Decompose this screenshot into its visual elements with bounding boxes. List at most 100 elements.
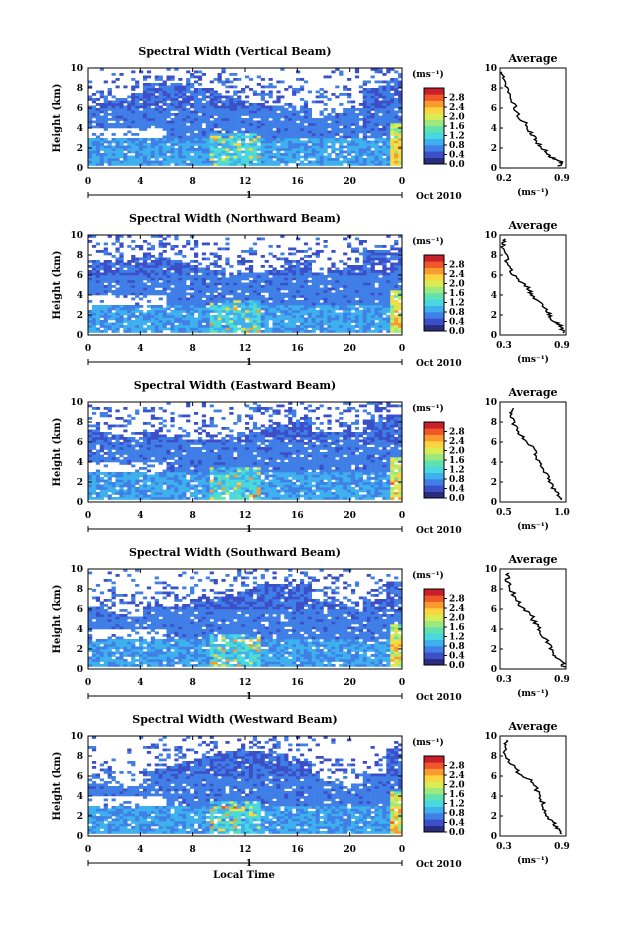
- heatmap-cell: [218, 265, 222, 268]
- heatmap-cell: [359, 153, 363, 156]
- heatmap-cell: [288, 106, 292, 109]
- heatmap-cell: [280, 293, 284, 296]
- heatmap-cell: [363, 106, 367, 109]
- heatmap-cell: [88, 116, 92, 119]
- heatmap-cell: [186, 310, 190, 313]
- heatmap-cell: [225, 258, 229, 261]
- colorbar-unit: (ms⁻¹): [412, 69, 444, 80]
- heatmap-cell: [339, 146, 343, 149]
- heatmap-cell: [245, 318, 249, 321]
- heatmap-cell: [127, 475, 131, 478]
- heatmap-cell: [92, 325, 96, 328]
- heatmap-cell: [151, 452, 155, 455]
- heatmap-cell: [378, 250, 382, 253]
- heatmap-cell: [225, 285, 229, 288]
- heatmap-cell: [288, 295, 292, 298]
- heatmap-cell: [194, 325, 198, 328]
- heatmap-cell: [378, 328, 382, 331]
- heatmap-cell: [367, 81, 371, 84]
- heatmap-cell: [151, 290, 155, 293]
- heatmap-cell: [351, 313, 355, 316]
- heatmap-cell: [237, 295, 241, 298]
- heatmap-cell: [225, 121, 229, 124]
- heatmap-cell: [159, 293, 163, 296]
- heatmap-cell: [382, 116, 386, 119]
- heatmap-cell: [359, 320, 363, 323]
- heatmap-cell: [119, 73, 123, 76]
- heatmap-cell: [320, 96, 324, 99]
- heatmap-cell: [147, 143, 151, 146]
- heatmap-cell: [115, 278, 119, 281]
- heatmap-cell: [190, 323, 194, 326]
- heatmap-cell: [119, 123, 123, 126]
- heatmap-cell: [198, 133, 202, 136]
- heatmap-cell: [96, 146, 100, 149]
- heatmap-cell: [327, 273, 331, 276]
- heatmap-cell: [214, 308, 218, 311]
- heatmap-cell: [100, 323, 104, 326]
- heatmap-cell: [292, 128, 296, 131]
- heatmap-cell: [339, 93, 343, 96]
- heatmap-cell: [367, 250, 371, 253]
- heatmap-cell: [367, 143, 371, 146]
- profile-x-tick-label: 0.3: [496, 341, 512, 351]
- heatmap-cell: [218, 323, 222, 326]
- heatmap-cell: [229, 313, 233, 316]
- heatmap-cell: [202, 88, 206, 91]
- heatmap-cell: [155, 146, 159, 149]
- heatmap-cell: [182, 158, 186, 161]
- heatmap-cell: [115, 457, 119, 460]
- heatmap-cell: [112, 101, 116, 104]
- heatmap-cell: [378, 141, 382, 144]
- heatmap-cell: [135, 442, 139, 445]
- heatmap-cell: [143, 447, 147, 450]
- heatmap-cell: [178, 103, 182, 106]
- heatmap-cell: [233, 138, 237, 141]
- heatmap-cell: [382, 265, 386, 268]
- heatmap-cell: [151, 143, 155, 146]
- heatmap-cell: [300, 156, 304, 159]
- heatmap-cell: [143, 118, 147, 121]
- heatmap-cell: [355, 136, 359, 139]
- heatmap-cell: [320, 131, 324, 134]
- heatmap-cell: [210, 131, 214, 134]
- heatmap-cell: [316, 123, 320, 126]
- heatmap-cell: [127, 460, 131, 463]
- heatmap-cell: [112, 460, 116, 463]
- heatmap-cell: [198, 108, 202, 111]
- heatmap-cell: [104, 123, 108, 126]
- heatmap-cell: [112, 482, 116, 485]
- heatmap-cell: [300, 280, 304, 283]
- heatmap-cell: [390, 151, 394, 154]
- heatmap-cell: [257, 313, 261, 316]
- heatmap-cell: [170, 121, 174, 124]
- heatmap-cell: [367, 88, 371, 91]
- heatmap-cell: [257, 298, 261, 301]
- heatmap-cell: [245, 323, 249, 326]
- heatmap-cell: [214, 270, 218, 273]
- heatmap-cell: [351, 283, 355, 286]
- heatmap-cell: [115, 111, 119, 114]
- heatmap-cell: [143, 480, 147, 483]
- heatmap-cell: [170, 298, 174, 301]
- heatmap-cell: [284, 88, 288, 91]
- heatmap-cell: [288, 86, 292, 89]
- heatmap-cell: [104, 108, 108, 111]
- heatmap-cell: [190, 126, 194, 129]
- heatmap-cell: [174, 325, 178, 328]
- heatmap-cell: [167, 298, 171, 301]
- heatmap-cell: [210, 128, 214, 131]
- heatmap-cell: [194, 318, 198, 321]
- heatmap-cell: [96, 313, 100, 316]
- heatmap-cell: [104, 313, 108, 316]
- heatmap-cell: [316, 288, 320, 291]
- heatmap-cell: [182, 128, 186, 131]
- heatmap-cell: [170, 78, 174, 81]
- heatmap-cell: [241, 310, 245, 313]
- heatmap-cell: [100, 472, 104, 475]
- heatmap-cell: [88, 417, 92, 420]
- heatmap-cell: [143, 101, 147, 104]
- heatmap-cell: [292, 308, 296, 311]
- heatmap-cell: [347, 108, 351, 111]
- heatmap-cell: [304, 255, 308, 258]
